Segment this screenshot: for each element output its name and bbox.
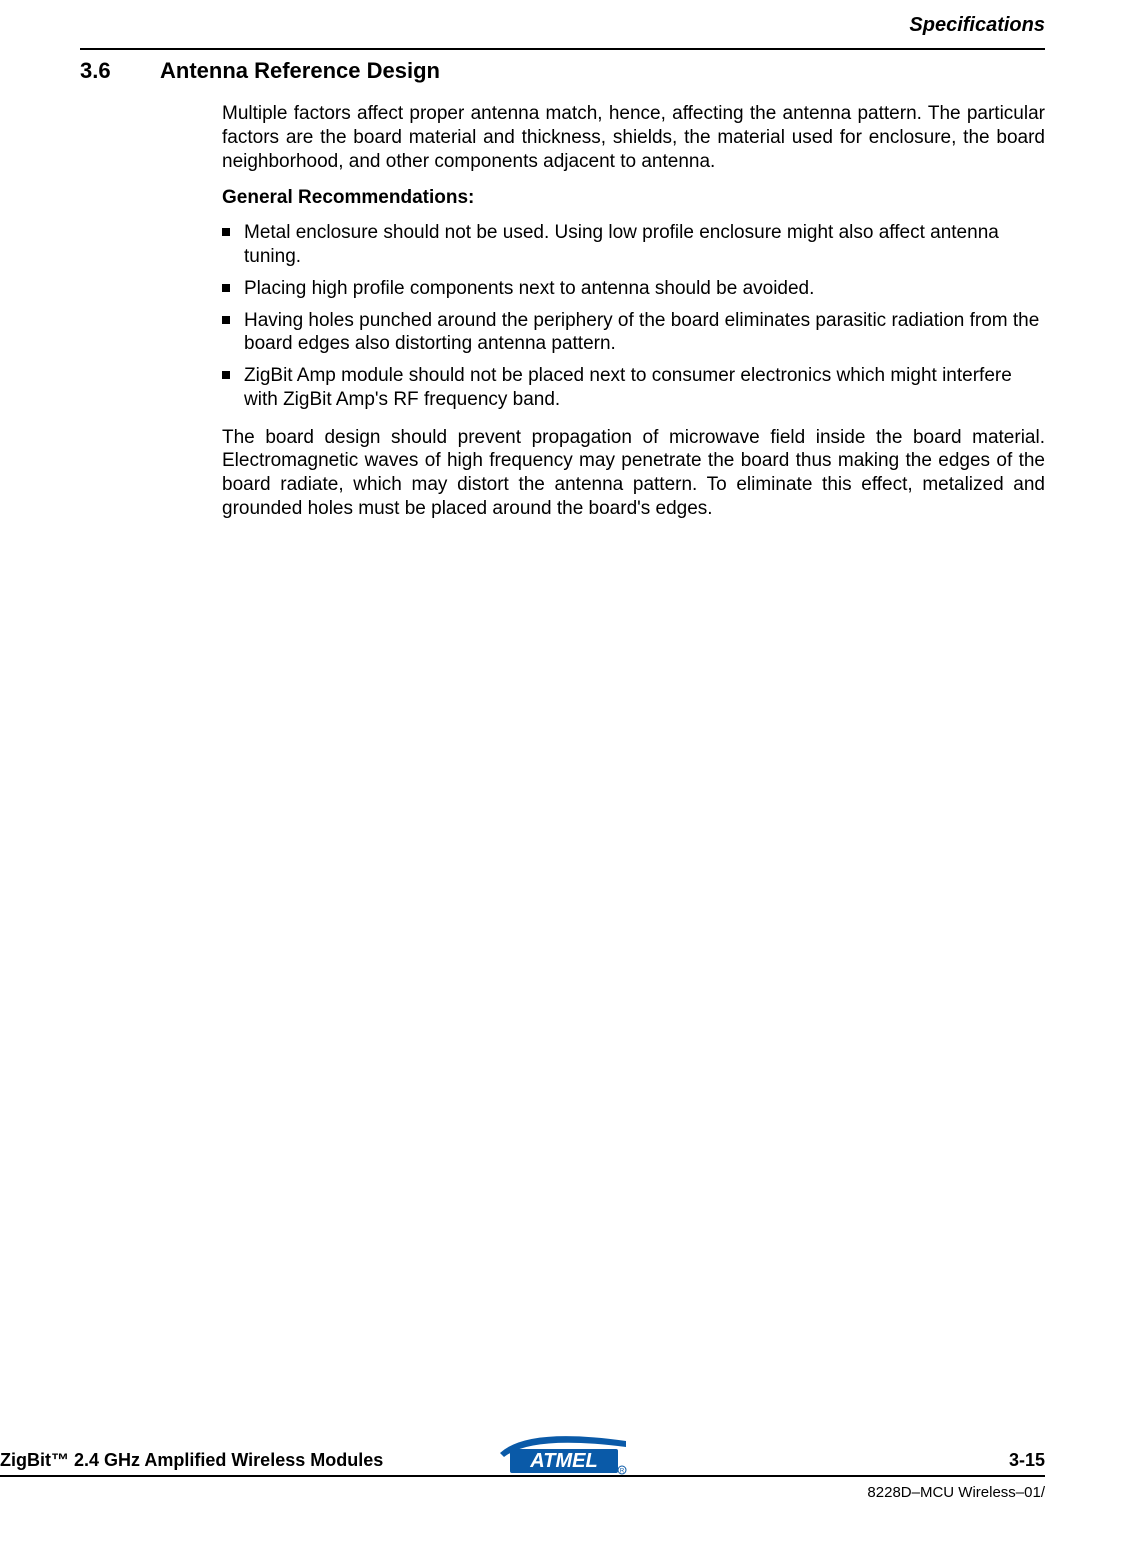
list-item: Placing high profile components next to … xyxy=(222,277,1045,301)
atmel-logo: ATMEL R xyxy=(498,1435,628,1475)
footer-doc-number: 8228D–MCU Wireless–01/ xyxy=(867,1484,1045,1501)
footer-doc-title: ZigBit™ 2.4 GHz Amplified Wireless Modul… xyxy=(0,1450,383,1471)
list-item: ZigBit Amp module should not be placed n… xyxy=(222,364,1045,412)
logo-wordmark-text: ATMEL xyxy=(529,1450,597,1472)
section-heading-row: 3.6 Antenna Reference Design xyxy=(80,58,1045,84)
running-header: Specifications xyxy=(909,14,1045,37)
section-number: 3.6 xyxy=(80,58,160,84)
registered-mark-r: R xyxy=(619,1469,624,1475)
footer-page-number: 3-15 xyxy=(1009,1450,1045,1471)
recommendations-list: Metal enclosure should not be used. Usin… xyxy=(222,221,1045,411)
recommendations-subhead: General Recommendations: xyxy=(222,187,1045,209)
closing-paragraph: The board design should prevent propagat… xyxy=(222,426,1045,521)
list-item: Having holes punched around the peripher… xyxy=(222,309,1045,357)
content-area: 3.6 Antenna Reference Design Multiple fa… xyxy=(0,58,1125,535)
intro-paragraph: Multiple factors affect proper antenna m… xyxy=(222,102,1045,173)
page: Specifications 3.6 Antenna Reference Des… xyxy=(0,0,1125,1549)
body-column: Multiple factors affect proper antenna m… xyxy=(222,102,1045,521)
footer-rule xyxy=(0,1475,1045,1477)
list-item: Metal enclosure should not be used. Usin… xyxy=(222,221,1045,269)
header-rule xyxy=(80,48,1045,50)
section-title: Antenna Reference Design xyxy=(160,58,440,84)
